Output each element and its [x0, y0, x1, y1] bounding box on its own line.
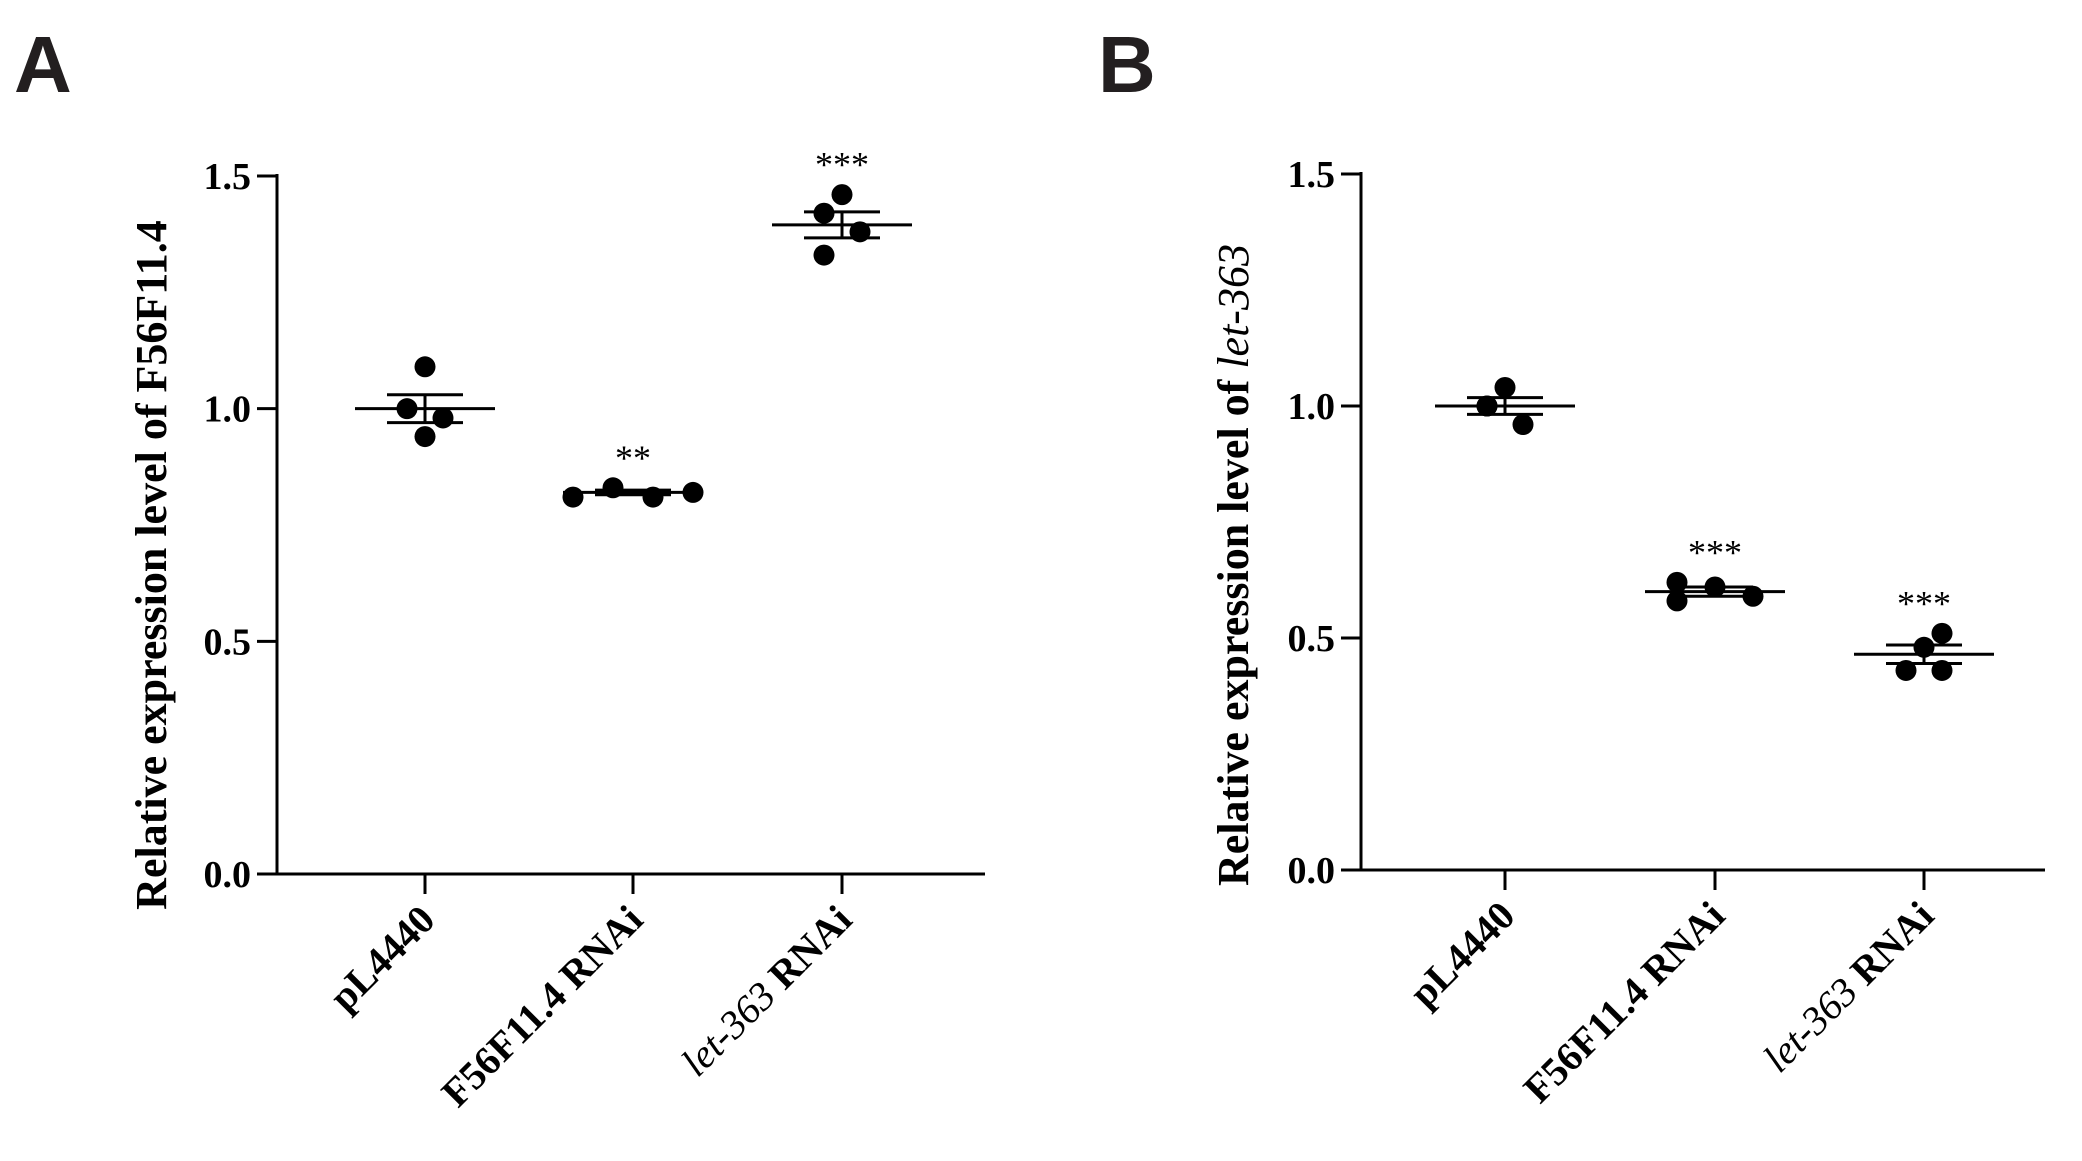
- data-point: [1895, 659, 1917, 681]
- x-category-label-text: RNAi: [752, 897, 860, 1005]
- data-point: [831, 184, 853, 206]
- x-category-label: let-363 RNAi: [672, 897, 860, 1085]
- x-category-label-text: RNAi: [1834, 893, 1942, 1001]
- y-axis-label-a-prefix: Relative expression level of: [127, 393, 176, 910]
- data-point: [562, 486, 584, 508]
- y-axis-label-b-prefix: Relative expression level of: [1209, 369, 1258, 886]
- data-point: [1931, 659, 1953, 681]
- data-point: [414, 356, 436, 378]
- y-tick-label: 0.0: [204, 854, 252, 896]
- data-point: [813, 244, 835, 266]
- y-tick-label: 0.0: [1288, 850, 1336, 892]
- data-point: [1494, 376, 1516, 398]
- panel-letter-b: B: [1098, 20, 1156, 109]
- x-category-label: let-363 RNAi: [1754, 893, 1942, 1081]
- x-category-label-text: pL4440: [320, 897, 443, 1020]
- data-point: [1666, 571, 1688, 593]
- significance-label: ***: [815, 145, 869, 185]
- x-category-label: F56F11.4 RNAi: [433, 897, 652, 1116]
- significance-label: ***: [1688, 532, 1742, 572]
- y-tick-label: 1.0: [1288, 386, 1336, 428]
- x-category-label-italic: let-363: [672, 973, 784, 1085]
- data-point: [414, 426, 436, 448]
- x-category-label-text: F56F11.4 RNAi: [1515, 893, 1734, 1112]
- x-category-label: pL4440: [320, 897, 443, 1020]
- panel-letter-a: A: [14, 20, 72, 109]
- x-category-label-text: pL4440: [1400, 893, 1523, 1016]
- y-axis-label-a: Relative expression level of F56F11.4: [127, 220, 176, 910]
- x-category-label: F56F11.4 RNAi: [1515, 893, 1734, 1112]
- y-tick-label: 1.0: [204, 389, 252, 431]
- data-point: [1512, 414, 1534, 436]
- y-tick-label: 1.5: [1288, 154, 1336, 196]
- y-axis-label-b-gene: let-363: [1209, 244, 1258, 369]
- y-tick-label: 1.5: [204, 156, 252, 198]
- y-tick-label: 0.5: [204, 621, 252, 663]
- data-point: [1931, 622, 1953, 644]
- data-point: [1666, 590, 1688, 612]
- significance-label: ***: [1897, 583, 1951, 623]
- x-category-label: pL4440: [1400, 893, 1523, 1016]
- x-category-label-italic: let-363: [1754, 969, 1866, 1081]
- significance-label: **: [615, 438, 651, 478]
- y-axis-label-b: Relative expression level of let-363: [1209, 244, 1258, 886]
- x-category-label-text: F56F11.4 RNAi: [433, 897, 652, 1116]
- y-tick-label: 0.5: [1288, 618, 1336, 660]
- y-axis-label-a-gene: F56F11.4: [127, 220, 176, 392]
- data-point: [432, 407, 454, 429]
